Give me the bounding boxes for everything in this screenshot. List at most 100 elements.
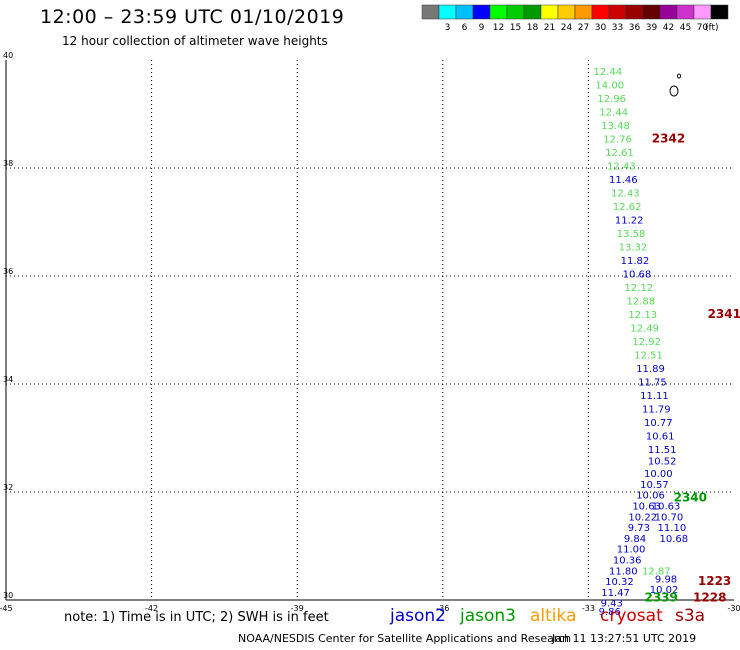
wave-height-label: 10.68 [659, 534, 688, 545]
wave-height-label: 12.96 [597, 94, 626, 105]
wave-height-label: 1223 [698, 574, 731, 588]
color-scale-tick: 36 [629, 23, 641, 33]
wave-height-label: 1228 [693, 590, 726, 604]
wave-height-label: 14.00 [595, 80, 624, 91]
color-scale-labels: 3 6 9 12 15 18 21 24 27 30 33 36 39 42 45 70 [445, 23, 709, 33]
credit-text: NOAA/NESDIS Center for Satellite Applica… [238, 632, 572, 645]
color-scale-tick: 27 [578, 23, 589, 33]
wave-height-label: 9.86 [599, 607, 621, 615]
color-scale-tick: 70 [697, 23, 709, 33]
wave-height-label: 12.51 [634, 350, 663, 361]
color-scale-tick: 3 [445, 23, 451, 33]
wave-height-label: 12.62 [613, 202, 642, 213]
page-subtitle: 12 hour collection of altimeter wave hei… [62, 34, 328, 48]
wave-height-chart: -45 -42 -39 -36 -33 -30 30 32 34 36 38 40 12.44 14.0… [0, 51, 740, 615]
wave-height-label: 10.36 [613, 556, 642, 567]
wave-height-label: 12.43 [607, 161, 636, 172]
chart-data-labels: 12.44 14.00 12.96 12.44 13.48 12.76 12.61 12.43… [593, 67, 740, 615]
wave-height-label: 11.82 [621, 256, 650, 267]
x-tick-label: -42 [145, 604, 158, 613]
wave-height-label: 12.44 [593, 67, 622, 78]
wave-height-label: 10.61 [646, 431, 675, 442]
wave-height-label: 11.89 [636, 364, 665, 375]
legend-altika: altika [530, 606, 577, 626]
wave-height-label: 11.80 [609, 566, 638, 577]
x-tick-label: -45 [0, 604, 13, 613]
note-text: note: 1) Time is in UTC; 2) SWH is in fe… [64, 610, 329, 625]
y-tick-label: 40 [3, 51, 13, 60]
wave-height-label: 12.44 [599, 107, 628, 118]
generated-timestamp: Jan 11 13:27:51 UTC 2019 [552, 632, 697, 645]
wave-height-label: 9.98 [655, 574, 677, 585]
wave-height-label: 10.63 [632, 502, 661, 513]
y-tick-label: 32 [3, 483, 13, 492]
wave-height-label: 13.58 [617, 229, 646, 240]
wave-height-label: 10.00 [644, 469, 673, 480]
island-outline [669, 73, 681, 97]
color-scale-tick: 18 [527, 23, 539, 33]
color-scale-unit: (ft) [705, 23, 719, 33]
wave-height-label: 11.22 [615, 215, 644, 226]
wave-height-label: 12.49 [630, 323, 659, 334]
wave-height-label: 10.57 [640, 480, 669, 491]
wave-height-label: 11.00 [617, 545, 646, 556]
color-scale-tick: 9 [479, 23, 485, 33]
wave-height-label: 9.84 [624, 534, 646, 545]
chart-axes [5, 60, 734, 601]
wave-height-label: 2339 [644, 590, 677, 604]
color-scale-tick: 24 [561, 23, 573, 33]
wave-height-label: 11.10 [658, 523, 687, 534]
wave-height-label: 12.43 [611, 188, 640, 199]
legend-cryosat: cryosat [600, 606, 663, 626]
wave-height-label: 10.77 [644, 418, 673, 429]
x-tick-label: -39 [291, 604, 304, 613]
wave-height-label: 2340 [674, 490, 707, 504]
wave-height-label: 12.61 [605, 148, 634, 159]
wave-height-label: 11.46 [609, 175, 638, 186]
y-tick-label: 34 [3, 375, 13, 384]
wave-height-label: 10.32 [605, 577, 634, 588]
wave-height-label: 12.76 [603, 134, 632, 145]
color-scale-bar: 3 6 9 12 15 18 21 24 27 30 33 36 39 42 45 70 (ft) [421, 4, 729, 33]
legend-jason2: jason2 [390, 606, 446, 626]
y-tick-label: 36 [3, 267, 13, 276]
wave-height-label: 10.68 [623, 269, 652, 280]
wave-height-label: 13.48 [601, 121, 630, 132]
y-tick-label: 38 [3, 159, 13, 168]
color-scale-tick: 42 [663, 23, 674, 33]
wave-height-label: 11.79 [642, 404, 671, 415]
color-scale-tick: 15 [510, 23, 521, 33]
wave-height-label: 10.70 [655, 512, 684, 523]
wave-height-label: 10.02 [650, 585, 679, 596]
wave-height-label: 9.73 [628, 523, 650, 534]
wave-height-label: 12.92 [632, 337, 661, 348]
wave-height-label: 12.13 [628, 310, 657, 321]
wave-height-label: 12.87 [642, 566, 671, 577]
x-tick-label: -30 [727, 604, 740, 613]
wave-height-label: 13.32 [619, 242, 648, 253]
wave-height-label: 11.75 [638, 377, 667, 388]
chart-tick-labels: -45 -42 -39 -36 -33 -30 30 32 34 36 38 40 [0, 51, 740, 613]
color-scale-swatches [421, 4, 729, 20]
color-scale-tick: 30 [595, 23, 607, 33]
x-tick-label: -36 [436, 604, 449, 613]
legend-s3a: s3a [675, 606, 706, 626]
page-title: 12:00 – 23:59 UTC 01/10/2019 [40, 6, 345, 28]
legend-jason3: jason3 [460, 606, 516, 626]
color-swatch [710, 4, 729, 20]
wave-height-label: 11.51 [648, 445, 677, 456]
wave-height-label: 12.88 [626, 296, 655, 307]
color-scale-tick: 45 [680, 23, 691, 33]
color-scale-tick: 6 [462, 23, 468, 33]
color-scale-tick: 21 [544, 23, 555, 33]
wave-height-label: 10.22 [628, 512, 657, 523]
color-scale-tick: 33 [612, 23, 623, 33]
wave-height-label: 10.06 [636, 491, 665, 502]
wave-height-label: 11.11 [640, 391, 669, 402]
wave-height-label: 2341 [708, 307, 740, 321]
wave-height-label: 9.43 [601, 599, 623, 610]
wave-height-label: 11.47 [601, 588, 630, 599]
wave-height-label: 2342 [652, 131, 685, 145]
y-tick-label: 30 [3, 591, 13, 600]
wave-height-label: 10.63 [652, 502, 681, 513]
